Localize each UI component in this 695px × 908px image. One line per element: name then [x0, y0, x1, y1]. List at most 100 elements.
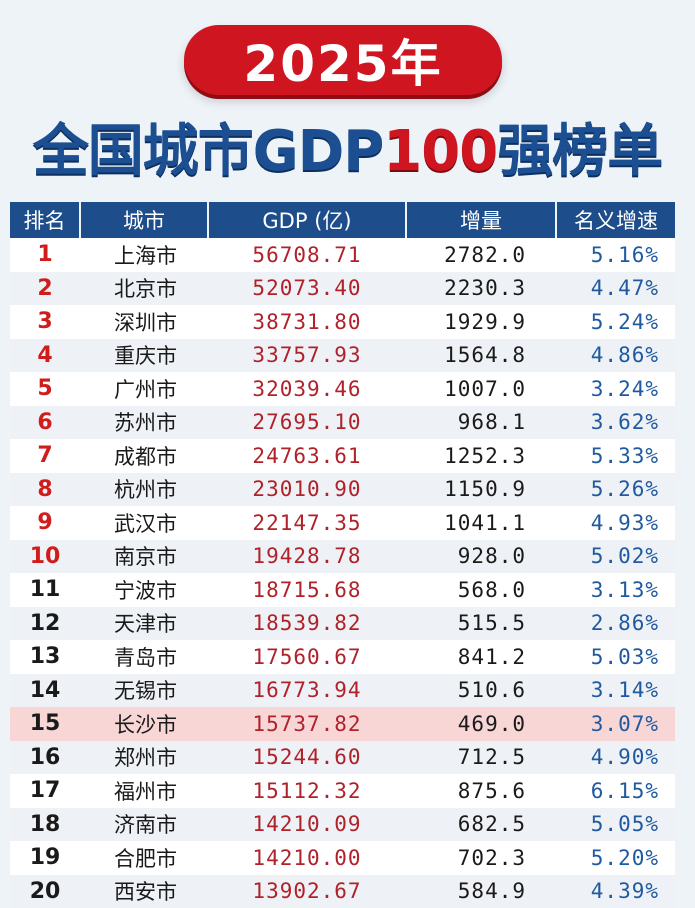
increase-cell: 1007.0 [406, 372, 556, 406]
rank-cell: 14 [10, 674, 80, 708]
increase-cell: 1150.9 [406, 473, 556, 507]
city-cell: 宁波市 [80, 573, 208, 607]
rank-cell: 18 [10, 808, 80, 842]
growth-rate-cell: 3.07% [556, 707, 675, 741]
gdp-cell: 27695.10 [208, 406, 406, 440]
growth-rate-cell: 5.26% [556, 473, 675, 507]
growth-rate-cell: 5.24% [556, 305, 675, 339]
increase-cell: 1564.8 [406, 339, 556, 373]
increase-cell: 2782.0 [406, 238, 556, 272]
increase-cell: 712.5 [406, 741, 556, 775]
increase-cell: 1252.3 [406, 439, 556, 473]
city-cell: 北京市 [80, 272, 208, 306]
growth-rate-cell: 4.39% [556, 875, 675, 908]
increase-cell: 584.9 [406, 875, 556, 908]
city-cell: 长沙市 [80, 707, 208, 741]
rank-cell: 1 [10, 238, 80, 272]
growth-rate-cell: 5.03% [556, 640, 675, 674]
increase-cell: 841.2 [406, 640, 556, 674]
column-header-rank: 排名 [10, 202, 80, 238]
table-header-row: 排名 城市 GDP (亿) 增量 名义增速 [10, 202, 675, 238]
increase-cell: 2230.3 [406, 272, 556, 306]
rank-cell: 12 [10, 607, 80, 641]
title-part2: 强榜单 [497, 119, 662, 184]
gdp-cell: 24763.61 [208, 439, 406, 473]
rank-cell: 6 [10, 406, 80, 440]
growth-rate-cell: 4.47% [556, 272, 675, 306]
gdp-cell: 38731.80 [208, 305, 406, 339]
gdp-cell: 19428.78 [208, 540, 406, 574]
growth-rate-cell: 6.15% [556, 774, 675, 808]
city-cell: 福州市 [80, 774, 208, 808]
city-cell: 青岛市 [80, 640, 208, 674]
increase-cell: 568.0 [406, 573, 556, 607]
gdp-cell: 13902.67 [208, 875, 406, 908]
rank-cell: 10 [10, 540, 80, 574]
rank-cell: 13 [10, 640, 80, 674]
increase-cell: 1929.9 [406, 305, 556, 339]
title-highlight: 100 [383, 119, 497, 184]
growth-rate-cell: 4.90% [556, 741, 675, 775]
growth-rate-cell: 4.93% [556, 506, 675, 540]
city-cell: 广州市 [80, 372, 208, 406]
increase-cell: 469.0 [406, 707, 556, 741]
growth-rate-cell: 5.02% [556, 540, 675, 574]
rank-cell: 5 [10, 372, 80, 406]
gdp-cell: 18539.82 [208, 607, 406, 641]
growth-rate-cell: 3.62% [556, 406, 675, 440]
city-cell: 无锡市 [80, 674, 208, 708]
rank-cell: 3 [10, 305, 80, 339]
increase-cell: 968.1 [406, 406, 556, 440]
growth-rate-cell: 5.33% [556, 439, 675, 473]
increase-cell: 682.5 [406, 808, 556, 842]
rank-cell: 16 [10, 741, 80, 775]
growth-rate-cell: 4.86% [556, 339, 675, 373]
column-header-growth: 名义增速 [556, 202, 675, 238]
increase-cell: 928.0 [406, 540, 556, 574]
page-title: 全国城市GDP100强榜单 [0, 116, 695, 188]
city-cell: 南京市 [80, 540, 208, 574]
rank-cell: 2 [10, 272, 80, 306]
city-cell: 合肥市 [80, 841, 208, 875]
rank-cell: 15 [10, 707, 80, 741]
rank-cell: 8 [10, 473, 80, 507]
rank-cell: 7 [10, 439, 80, 473]
rank-cell: 19 [10, 841, 80, 875]
year-label: 2025年 [243, 24, 442, 96]
city-cell: 苏州市 [80, 406, 208, 440]
increase-cell: 515.5 [406, 607, 556, 641]
increase-cell: 510.6 [406, 674, 556, 708]
gdp-cell: 14210.09 [208, 808, 406, 842]
gdp-cell: 32039.46 [208, 372, 406, 406]
year-banner: 2025年 [184, 25, 502, 95]
rank-cell: 11 [10, 573, 80, 607]
gdp-cell: 23010.90 [208, 473, 406, 507]
growth-rate-cell: 3.14% [556, 674, 675, 708]
growth-rate-cell: 3.13% [556, 573, 675, 607]
gdp-cell: 15737.82 [208, 707, 406, 741]
growth-rate-cell: 5.16% [556, 238, 675, 272]
column-header-city: 城市 [80, 202, 208, 238]
city-cell: 济南市 [80, 808, 208, 842]
rank-cell: 4 [10, 339, 80, 373]
city-cell: 武汉市 [80, 506, 208, 540]
column-header-gdp: GDP (亿) [208, 202, 406, 238]
gdp-cell: 56708.71 [208, 238, 406, 272]
